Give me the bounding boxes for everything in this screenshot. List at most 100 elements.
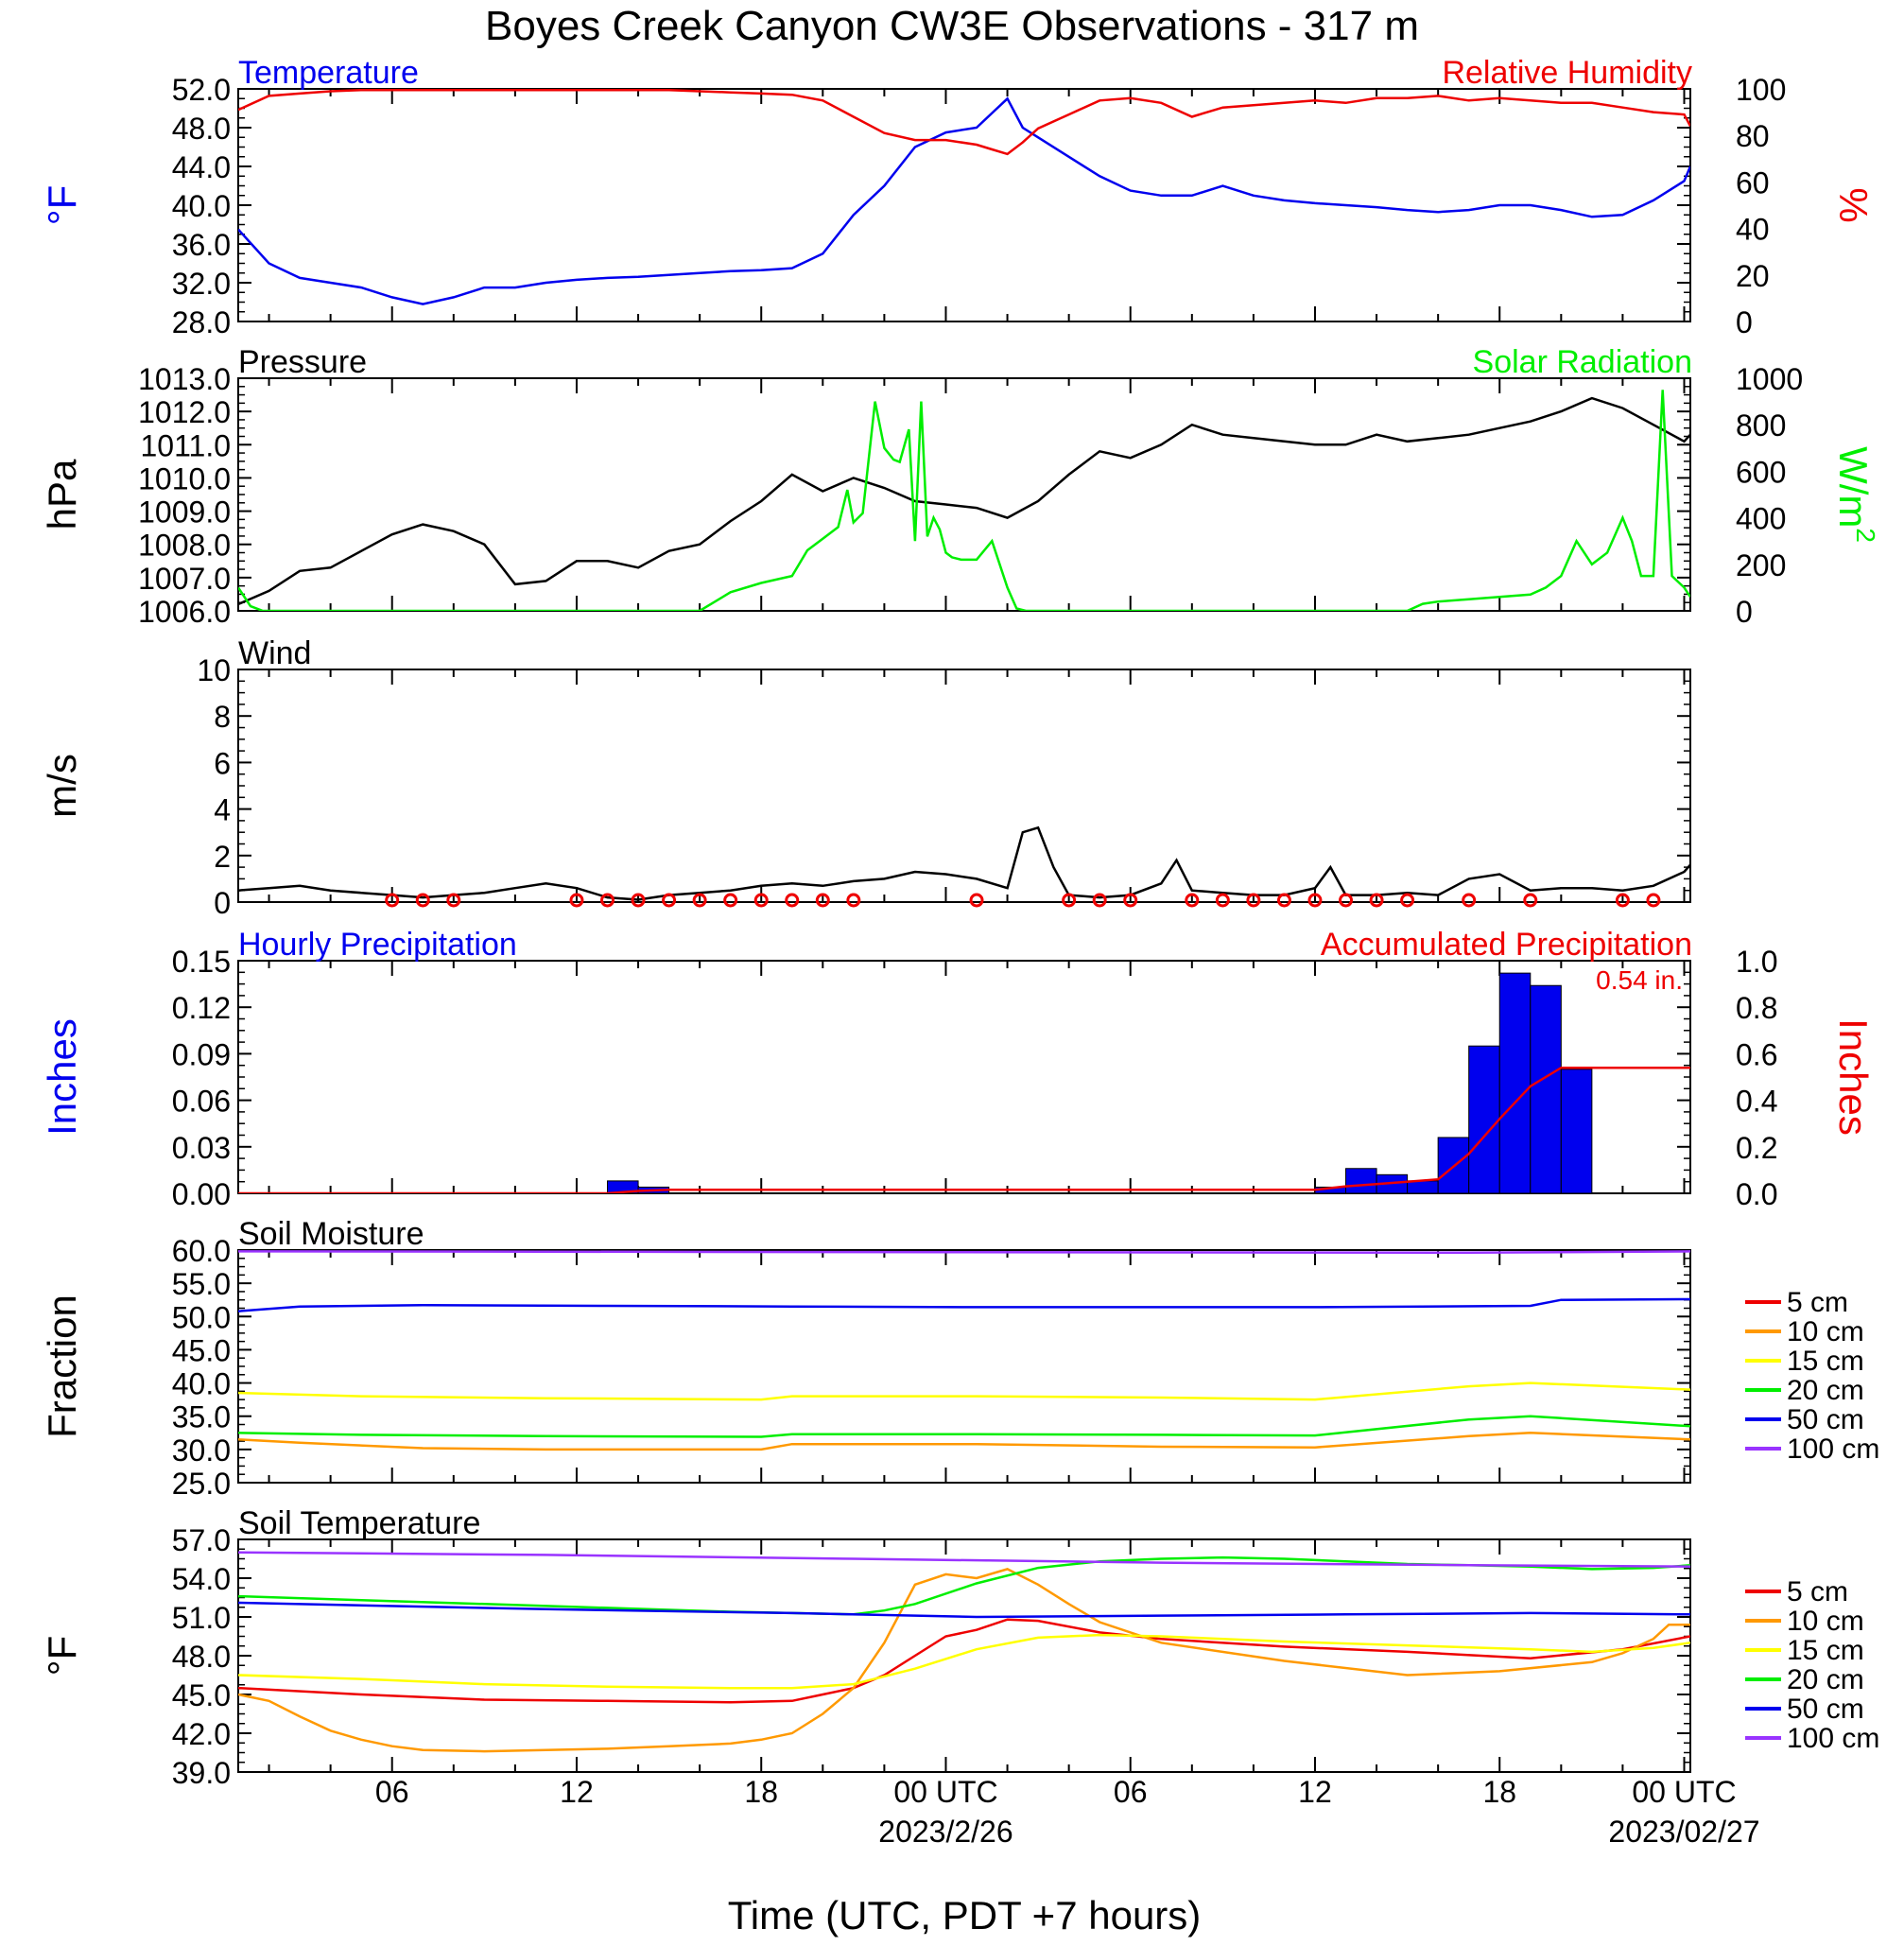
panel-title-left: Hourly Precipitation bbox=[238, 927, 517, 963]
y-axis-label-superscript: 2 bbox=[1851, 528, 1880, 543]
y-tick-label: 57.0 bbox=[172, 1523, 231, 1557]
calm-marker bbox=[1215, 893, 1230, 908]
y-right-tick-label: 1000 bbox=[1736, 362, 1803, 396]
y-tick-label: 52.0 bbox=[172, 73, 231, 107]
legend-label: 20 cm bbox=[1787, 1375, 1864, 1406]
x-tick-label: 12 bbox=[560, 1775, 594, 1809]
y-axis-label-left: hPa bbox=[40, 459, 84, 530]
y-right-tick-label: 0.0 bbox=[1736, 1177, 1777, 1211]
x-tick-label: 12 bbox=[1298, 1775, 1332, 1809]
y-right-tick-label: 1.0 bbox=[1736, 945, 1777, 979]
panels: 28.032.036.040.044.048.052.0020406080100… bbox=[40, 55, 1880, 1849]
y-axis-label-right: % bbox=[1831, 187, 1876, 222]
y-tick-label: 1011.0 bbox=[141, 428, 232, 462]
legend-label: 50 cm bbox=[1787, 1404, 1864, 1435]
y-tick-label: 48.0 bbox=[172, 112, 231, 146]
calm-marker bbox=[1400, 893, 1415, 908]
calm-marker bbox=[1615, 893, 1630, 908]
series-line-15-cm bbox=[238, 1633, 1690, 1690]
y-tick-label: 40.0 bbox=[172, 1367, 231, 1401]
series-line-pressure bbox=[238, 396, 1690, 606]
series-line-10-cm bbox=[238, 1432, 1690, 1451]
panel-3: 0 2 4 6 8 10 Wind m/s bbox=[40, 635, 1691, 920]
y-axis-label-left: Fraction bbox=[40, 1294, 84, 1438]
panel-4: 0.00 0.03 0.06 0.09 0.12 0.15 0.0 0.2 0.4 0.6 0.8 1… bbox=[40, 927, 1876, 1211]
precip-bar bbox=[1560, 1069, 1593, 1194]
calm-marker bbox=[815, 893, 830, 908]
panel-2: 1006.01007.01008.01009.01010.01011.01012… bbox=[40, 344, 1880, 629]
calm-marker bbox=[415, 893, 430, 908]
y-tick-label: 39.0 bbox=[172, 1756, 231, 1790]
calm-marker bbox=[662, 893, 677, 908]
precip-bar bbox=[1345, 1168, 1377, 1194]
series-line-accumulated-precipitation bbox=[238, 1066, 1690, 1193]
legend-label: 5 cm bbox=[1787, 1287, 1848, 1318]
legend-label: 20 cm bbox=[1787, 1664, 1864, 1695]
y-tick-label: 50.0 bbox=[172, 1300, 231, 1334]
series-line-5-cm bbox=[238, 1618, 1690, 1704]
y-right-tick-label: 0.4 bbox=[1736, 1085, 1777, 1119]
y-axis-label-left: Inches bbox=[40, 1018, 84, 1136]
calm-marker bbox=[1646, 893, 1661, 908]
y-right-tick-label: 200 bbox=[1736, 548, 1786, 582]
y-tick-label: 8 bbox=[214, 700, 231, 734]
plot-frame bbox=[237, 377, 1691, 612]
y-right-tick-label: 80 bbox=[1736, 119, 1770, 153]
legend-label: 100 cm bbox=[1787, 1723, 1879, 1754]
y-tick-label: 2 bbox=[214, 840, 231, 874]
series-line-100-cm bbox=[238, 1551, 1690, 1568]
panel-title-left: Pressure bbox=[238, 344, 367, 380]
chart-title: Boyes Creek Canyon CW3E Observations - 3… bbox=[485, 3, 1419, 49]
x-tick-label: 00 UTC bbox=[1632, 1775, 1736, 1809]
panel-title-left: Soil Moisture bbox=[238, 1216, 424, 1252]
y-tick-label: 36.0 bbox=[172, 228, 231, 262]
legend-label: 10 cm bbox=[1787, 1316, 1864, 1347]
calm-marker bbox=[1062, 893, 1077, 908]
y-tick-label: 45.0 bbox=[172, 1678, 231, 1712]
y-tick-label: 45.0 bbox=[172, 1333, 231, 1367]
panel-title-left: Wind bbox=[238, 635, 311, 671]
legend-label: 100 cm bbox=[1787, 1433, 1879, 1465]
y-tick-label: 35.0 bbox=[172, 1400, 231, 1434]
calm-marker bbox=[969, 893, 984, 908]
y-right-tick-label: 0.2 bbox=[1736, 1131, 1777, 1165]
calm-marker bbox=[600, 893, 615, 908]
panel-title-left: Temperature bbox=[238, 55, 419, 91]
y-tick-label: 25.0 bbox=[172, 1467, 231, 1501]
y-axis-label-left: °F bbox=[40, 185, 84, 225]
calm-marker bbox=[569, 893, 584, 908]
y-right-tick-label: 400 bbox=[1736, 502, 1786, 536]
plot-frame bbox=[237, 88, 1691, 322]
y-tick-label: 30.0 bbox=[172, 1433, 231, 1468]
y-tick-label: 0.15 bbox=[172, 945, 231, 979]
panel-5: 25.030.035.040.045.050.055.060.0 Soil Moi… bbox=[40, 1216, 1879, 1501]
precip-bar bbox=[1407, 1180, 1439, 1194]
calm-marker bbox=[446, 893, 461, 908]
y-tick-label: 40.0 bbox=[172, 189, 231, 223]
series-line-wind bbox=[238, 825, 1690, 901]
y-right-tick-label: 0 bbox=[1736, 595, 1753, 629]
calm-marker bbox=[1123, 893, 1138, 908]
calm-marker bbox=[1246, 893, 1261, 908]
y-tick-label: 48.0 bbox=[172, 1640, 231, 1674]
y-tick-label: 1013.0 bbox=[138, 362, 231, 396]
y-right-tick-label: 0 bbox=[1736, 305, 1753, 339]
y-right-tick-label: 0.8 bbox=[1736, 991, 1777, 1025]
y-tick-label: 1007.0 bbox=[138, 562, 231, 596]
y-tick-label: 0.00 bbox=[172, 1177, 231, 1211]
x-tick-label: 06 bbox=[1114, 1775, 1148, 1809]
calm-marker bbox=[692, 893, 707, 908]
legend-label: 50 cm bbox=[1787, 1694, 1864, 1725]
x-tick-label: 18 bbox=[744, 1775, 778, 1809]
y-tick-label: 4 bbox=[214, 793, 231, 827]
calm-marker bbox=[785, 893, 800, 908]
y-right-tick-label: 20 bbox=[1736, 259, 1770, 293]
y-tick-label: 1008.0 bbox=[138, 529, 231, 563]
x-tick-label: 18 bbox=[1482, 1775, 1516, 1809]
series-line-100-cm bbox=[238, 1250, 1690, 1255]
legend-label: 15 cm bbox=[1787, 1346, 1864, 1377]
precip-total-annotation: 0.54 in. bbox=[1596, 965, 1683, 995]
y-axis-label-left: m/s bbox=[40, 754, 84, 818]
y-tick-label: 1009.0 bbox=[138, 495, 231, 530]
y-tick-label: 28.0 bbox=[172, 305, 231, 339]
